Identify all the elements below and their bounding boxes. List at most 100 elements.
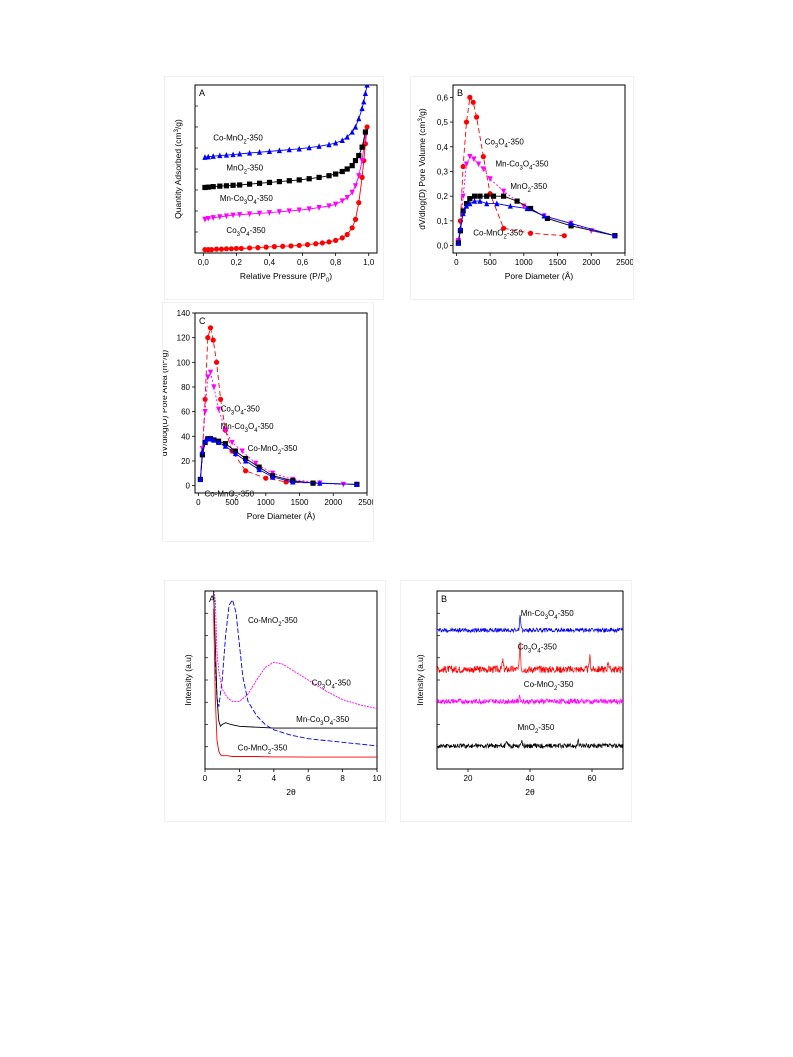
data-point-mno2 bbox=[339, 168, 345, 175]
data-point-comno2 bbox=[211, 436, 217, 443]
panel-bet-isotherm: A 0,0 0,2 0,4 0,6 0,8 1,0 Relative Pressure (P/… bbox=[164, 76, 384, 300]
data-point-mnco3o4 bbox=[276, 209, 282, 215]
data-point-mnco3o4 bbox=[460, 193, 466, 200]
data-point-comno2 bbox=[455, 240, 461, 246]
data-point-co3o4 bbox=[352, 216, 359, 222]
x-tick-label: 2000 bbox=[324, 498, 342, 507]
x-axis-label: 2θ bbox=[286, 787, 296, 797]
data-point-comno2 bbox=[230, 151, 236, 158]
plot-area bbox=[455, 94, 618, 246]
panel-label: A bbox=[199, 88, 205, 98]
data-point-comno2 bbox=[256, 466, 262, 473]
data-point-comno2 bbox=[223, 151, 230, 158]
x-tick-label: 0,4 bbox=[264, 258, 276, 267]
series-line-comno2 bbox=[437, 694, 623, 706]
data-point-mnco3o4 bbox=[521, 203, 527, 210]
plot-frame bbox=[194, 312, 368, 494]
data-point-comno2 bbox=[266, 148, 273, 154]
data-point-co3o4 bbox=[349, 225, 355, 231]
x-tick-label: 2 bbox=[237, 774, 242, 783]
series-mno2 bbox=[202, 129, 369, 191]
series-mnco3o4 bbox=[437, 615, 623, 634]
data-point-comno2 bbox=[568, 220, 574, 226]
series-label-comno2_blue: Co-MnO2-350 bbox=[248, 616, 298, 628]
data-point-comno2 bbox=[237, 150, 243, 157]
data-point-mnco3o4 bbox=[306, 206, 312, 213]
data-point-mno2 bbox=[514, 198, 520, 204]
plot-area bbox=[213, 591, 377, 758]
data-point-co3o4 bbox=[233, 245, 239, 252]
y-tick-label: 40 bbox=[181, 432, 190, 441]
data-point-mno2 bbox=[359, 144, 365, 150]
y-tick-label: 140 bbox=[177, 309, 191, 318]
series-label-co3o4: Co3O4-350 bbox=[226, 226, 266, 238]
data-point-mnco3o4 bbox=[340, 481, 346, 488]
data-point-mnco3o4 bbox=[326, 203, 332, 210]
data-point-mnco3o4 bbox=[316, 205, 322, 211]
series-label-comno2_red: Co-MnO2-350 bbox=[238, 743, 288, 755]
data-point-comno2 bbox=[612, 232, 618, 239]
series-label-co3o4: Co3O4-350 bbox=[221, 405, 261, 417]
data-point-mnco3o4 bbox=[205, 374, 211, 381]
data-point-comno2 bbox=[494, 200, 500, 207]
data-point-mnco3o4 bbox=[500, 188, 507, 195]
data-point-mnco3o4 bbox=[286, 208, 292, 215]
data-point-co3o4 bbox=[207, 325, 214, 331]
data-point-co3o4 bbox=[359, 174, 365, 180]
data-point-mnco3o4 bbox=[333, 201, 339, 208]
chart-pore-volume: B 0 500 1000 1500 2000 2500 0,0 0,1 0,2 0,3 0,4 0,5 0… bbox=[417, 84, 634, 281]
data-point-comno2 bbox=[541, 212, 547, 219]
data-point-comno2 bbox=[484, 200, 490, 207]
data-point-comno2 bbox=[362, 90, 369, 96]
data-point-comno2 bbox=[507, 202, 513, 209]
series-label-mno2: MnO2-350 bbox=[226, 164, 263, 176]
data-point-comno2 bbox=[344, 133, 350, 140]
data-point-comno2 bbox=[210, 153, 216, 159]
data-point-comno2 bbox=[205, 153, 211, 160]
data-point-mnco3o4 bbox=[223, 213, 230, 220]
data-point-mnco3o4 bbox=[216, 406, 222, 413]
series-line-co3o4 bbox=[457, 96, 565, 241]
data-point-comno2 bbox=[457, 225, 464, 231]
data-point-mnco3o4 bbox=[256, 210, 263, 217]
y-tick-label: 0 bbox=[186, 482, 191, 491]
data-point-co3o4 bbox=[474, 114, 480, 120]
y-tick-label: 120 bbox=[177, 334, 191, 343]
data-point-mnco3o4 bbox=[210, 215, 216, 221]
data-point-co3o4 bbox=[470, 99, 476, 105]
series-line-comno2 bbox=[204, 85, 368, 158]
data-point-co3o4 bbox=[304, 242, 311, 248]
data-point-mno2 bbox=[205, 184, 211, 190]
data-point-comno2 bbox=[477, 198, 483, 204]
x-axis-label: Relative Pressure (P/P0) bbox=[240, 271, 332, 284]
series-line-comno2_red bbox=[213, 608, 377, 758]
series-label-comno2: Co-MnO2-350 bbox=[248, 444, 298, 456]
plot-area bbox=[197, 325, 360, 488]
data-point-co3o4 bbox=[296, 242, 302, 249]
data-point-mnco3o4 bbox=[349, 189, 355, 196]
data-point-mno2 bbox=[217, 183, 223, 189]
data-point-comno2 bbox=[463, 202, 470, 209]
data-point-co3o4 bbox=[500, 225, 507, 231]
data-point-comno2 bbox=[306, 144, 312, 151]
x-tick-label: 0 bbox=[454, 258, 459, 267]
data-point-mnco3o4 bbox=[205, 215, 211, 222]
data-point-co3o4 bbox=[460, 163, 466, 170]
x-tick-label: 1500 bbox=[549, 258, 567, 267]
data-point-co3o4 bbox=[364, 124, 370, 130]
data-point-comno2 bbox=[286, 146, 292, 153]
data-point-co3o4 bbox=[255, 245, 261, 251]
series-comno2 bbox=[197, 435, 360, 487]
series-label-comno2b: Co-MnO2-350 bbox=[204, 490, 254, 502]
series-comno2 bbox=[455, 198, 618, 246]
data-point-comno2 bbox=[339, 137, 345, 144]
data-point-comno2 bbox=[352, 123, 359, 130]
series-label-mnco3o4: Mn-Co3O4-350 bbox=[495, 160, 549, 172]
data-point-comno2 bbox=[467, 200, 473, 207]
data-point-comno2 bbox=[361, 98, 367, 105]
data-point-co3o4 bbox=[333, 237, 339, 243]
x-tick-label: 1500 bbox=[291, 498, 309, 507]
data-point-mno2 bbox=[362, 129, 369, 135]
x-tick-label: 0,2 bbox=[231, 258, 243, 267]
x-tick-label: 1000 bbox=[257, 498, 275, 507]
